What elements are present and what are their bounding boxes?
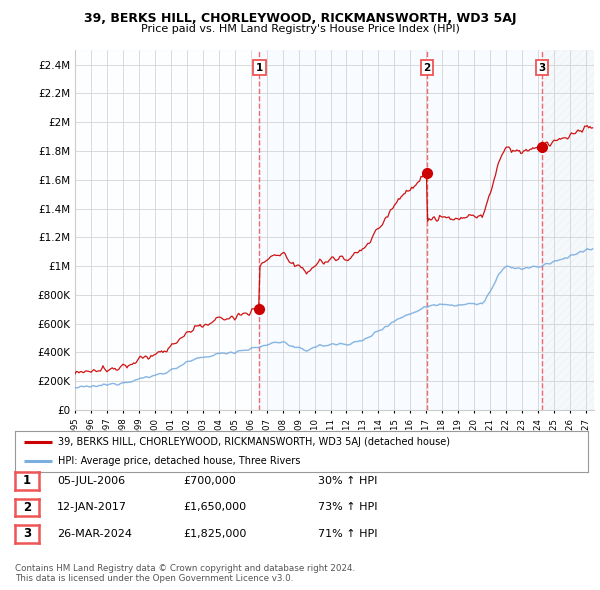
Text: 1: 1 xyxy=(23,474,31,487)
Bar xyxy=(259,50,542,410)
Text: 1: 1 xyxy=(256,63,263,73)
Text: 3: 3 xyxy=(538,63,546,73)
Text: 2: 2 xyxy=(424,63,431,73)
Text: £1,825,000: £1,825,000 xyxy=(183,529,247,539)
Text: 3: 3 xyxy=(23,527,31,540)
Text: 71% ↑ HPI: 71% ↑ HPI xyxy=(318,529,377,539)
Text: 12-JAN-2017: 12-JAN-2017 xyxy=(57,503,127,512)
Text: 30% ↑ HPI: 30% ↑ HPI xyxy=(318,476,377,486)
Text: £700,000: £700,000 xyxy=(183,476,236,486)
Text: 73% ↑ HPI: 73% ↑ HPI xyxy=(318,503,377,512)
Text: £1,650,000: £1,650,000 xyxy=(183,503,246,512)
Text: 39, BERKS HILL, CHORLEYWOOD, RICKMANSWORTH, WD3 5AJ (detached house): 39, BERKS HILL, CHORLEYWOOD, RICKMANSWOR… xyxy=(58,437,450,447)
Text: Contains HM Land Registry data © Crown copyright and database right 2024.
This d: Contains HM Land Registry data © Crown c… xyxy=(15,563,355,583)
Text: HPI: Average price, detached house, Three Rivers: HPI: Average price, detached house, Thre… xyxy=(58,456,301,466)
Bar xyxy=(75,50,259,410)
Text: 2: 2 xyxy=(23,501,31,514)
Text: 26-MAR-2024: 26-MAR-2024 xyxy=(57,529,132,539)
Text: 05-JUL-2006: 05-JUL-2006 xyxy=(57,476,125,486)
Text: Price paid vs. HM Land Registry's House Price Index (HPI): Price paid vs. HM Land Registry's House … xyxy=(140,24,460,34)
Text: 39, BERKS HILL, CHORLEYWOOD, RICKMANSWORTH, WD3 5AJ: 39, BERKS HILL, CHORLEYWOOD, RICKMANSWOR… xyxy=(84,12,516,25)
Bar xyxy=(542,50,594,410)
